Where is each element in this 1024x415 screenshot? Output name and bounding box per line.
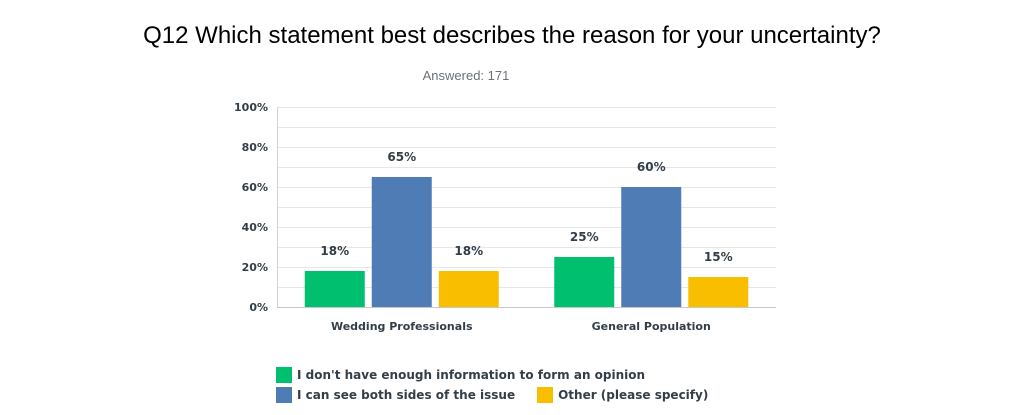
bar-value-label: 25% bbox=[570, 230, 599, 244]
chart-title: Q12 Which statement best describes the r… bbox=[143, 22, 881, 49]
answered-count: Answered: 171 bbox=[422, 68, 510, 83]
bar-value-label: 18% bbox=[454, 244, 483, 258]
bar-value-label: 65% bbox=[387, 150, 416, 164]
bar-value-label: 18% bbox=[320, 244, 349, 258]
legend-item-no-info: I don't have enough information to form … bbox=[276, 367, 645, 383]
category-label: General Population bbox=[592, 320, 711, 333]
y-tick-label: 0% bbox=[249, 301, 268, 314]
bar bbox=[304, 271, 365, 307]
legend-row-2: I can see both sides of the issue Other … bbox=[276, 385, 730, 405]
legend-item-both-sides: I can see both sides of the issue bbox=[276, 387, 515, 403]
legend-swatch-other bbox=[537, 387, 554, 403]
y-tick-label: 40% bbox=[242, 221, 268, 234]
chart-legend: I don't have enough information to form … bbox=[276, 365, 730, 405]
category-label: Wedding Professionals bbox=[331, 320, 473, 333]
bar-value-label: 60% bbox=[637, 160, 666, 174]
legend-swatch-both-sides bbox=[276, 387, 292, 403]
bar bbox=[371, 177, 432, 307]
bar bbox=[688, 277, 749, 307]
y-tick-label: 100% bbox=[234, 101, 268, 114]
bar-chart: 0% 20% 40% 60% 80% 100% 18% 65% 18% Wedding Profe… bbox=[234, 101, 776, 333]
legend-label-no-info: I don't have enough information to form … bbox=[297, 368, 646, 382]
y-tick-label: 80% bbox=[242, 141, 268, 154]
y-tick-label: 20% bbox=[242, 261, 268, 274]
y-tick-label: 60% bbox=[242, 181, 268, 194]
legend-row-1: I don't have enough information to form … bbox=[276, 365, 730, 385]
bar-value-label: 15% bbox=[704, 250, 733, 264]
legend-label-both-sides: I can see both sides of the issue bbox=[297, 388, 516, 402]
bar bbox=[554, 257, 615, 307]
legend-item-other: Other (please specify) bbox=[537, 387, 708, 403]
legend-label-other: Other (please specify) bbox=[558, 388, 709, 402]
bar bbox=[438, 271, 499, 307]
legend-swatch-no-info bbox=[276, 367, 292, 383]
bar bbox=[621, 187, 682, 307]
